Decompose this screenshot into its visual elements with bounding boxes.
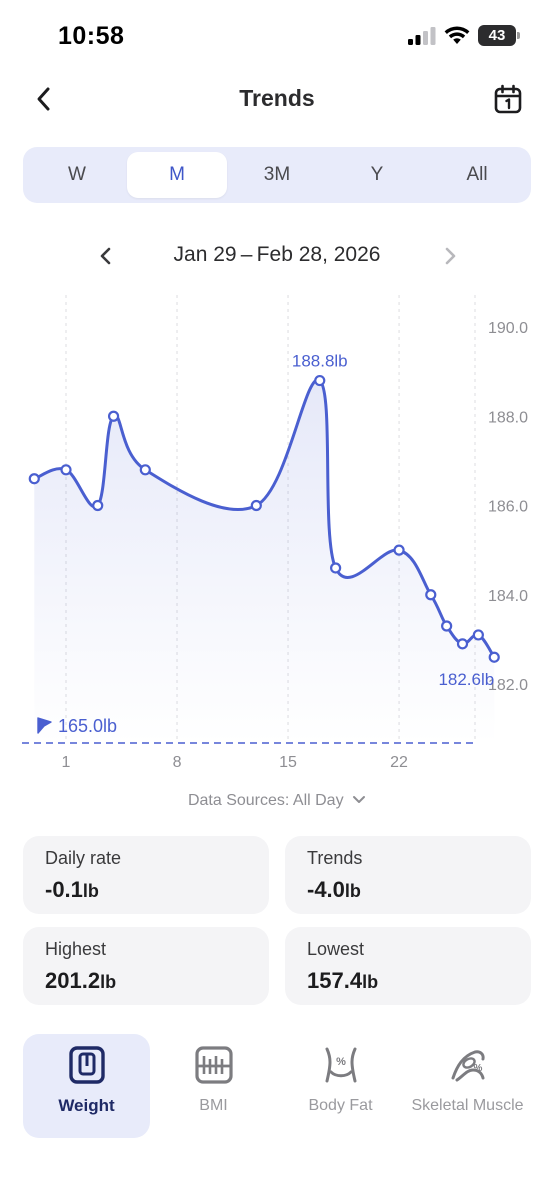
y-tick-label: 186.0	[488, 499, 528, 516]
trends-unit: lb	[344, 881, 361, 901]
segment-week[interactable]: W	[68, 164, 86, 185]
trends-value: -4.0lb	[307, 877, 509, 903]
tab-skeletal-muscle-label: Skeletal Muscle	[411, 1097, 524, 1114]
date-navigator: Jan 29 – Feb 28, 2026	[0, 238, 554, 276]
svg-text:%: %	[336, 1056, 346, 1068]
goal-label: 165.0lb	[58, 716, 117, 736]
daily-rate-number: -0.1	[45, 877, 83, 902]
x-tick-label: 8	[173, 754, 182, 771]
highest-value: 201.2lb	[45, 968, 247, 994]
data-point[interactable]	[488, 651, 500, 663]
svg-text:%: %	[473, 1063, 482, 1074]
metric-tabs: Weight BMI % Body Fat	[23, 1034, 531, 1140]
nav-bar: Trends	[0, 75, 554, 125]
data-point[interactable]	[60, 464, 72, 476]
calendar-icon	[494, 84, 522, 114]
data-point[interactable]	[250, 499, 262, 512]
y-tick-label: 188.0	[488, 409, 528, 426]
tab-weight[interactable]: Weight	[23, 1034, 150, 1138]
muscle-icon: %	[449, 1046, 487, 1084]
trends-card: Trends -4.0lb	[285, 836, 531, 914]
battery-level: 43	[488, 27, 506, 44]
trends-number: -4.0	[307, 877, 345, 902]
date-range-label: Jan 29 – Feb 28, 2026	[173, 243, 381, 266]
highest-unit: lb	[100, 972, 117, 992]
flag-icon	[37, 717, 52, 734]
tab-skeletal-muscle[interactable]: % Skeletal Muscle	[404, 1034, 531, 1138]
daily-rate-label: Daily rate	[45, 848, 122, 868]
data-point[interactable]	[139, 464, 151, 476]
status-icons: 43	[408, 25, 520, 46]
lowest-number: 157.4	[307, 968, 363, 993]
data-sources-dropdown[interactable]: Data Sources: All Day	[0, 792, 554, 810]
max-value-label: 188.8lb	[292, 352, 348, 371]
x-tick-label: 1	[62, 754, 71, 771]
data-point[interactable]	[425, 589, 437, 601]
data-point[interactable]	[393, 544, 405, 556]
data-point[interactable]	[92, 499, 104, 512]
data-point[interactable]	[28, 473, 40, 485]
tab-weight-label: Weight	[58, 1096, 115, 1115]
highest-label: Highest	[45, 939, 107, 959]
x-tick-label: 22	[390, 754, 408, 771]
scale-icon	[68, 1046, 106, 1084]
bmi-icon	[194, 1046, 233, 1084]
weight-trend-chart: 1 8 15 22 190.0 188.0 186.0 184.0 182.0 165.0lb 18…	[0, 285, 554, 785]
tab-bmi-label: BMI	[199, 1097, 228, 1114]
chevron-right-icon	[445, 247, 456, 265]
cellular-signal-icon	[408, 26, 436, 45]
x-tick-label: 15	[279, 754, 297, 771]
page-title: Trends	[239, 85, 315, 111]
chevron-down-icon	[352, 792, 366, 810]
status-bar: 10:58 43	[0, 0, 554, 70]
daily-rate-unit: lb	[82, 881, 99, 901]
daily-rate-value: -0.1lb	[45, 877, 247, 903]
data-point[interactable]	[456, 638, 469, 650]
weight-line-chart: 1 8 15 22 190.0 188.0 186.0 184.0 182.0 165.0lb 18…	[22, 295, 528, 771]
previous-period-button[interactable]	[92, 242, 120, 270]
calendar-button[interactable]	[490, 81, 526, 117]
data-point[interactable]	[107, 410, 120, 422]
body-fat-icon: %	[322, 1046, 360, 1084]
lowest-card: Lowest 157.4lb	[285, 927, 531, 1005]
daily-rate-card: Daily rate -0.1lb	[23, 836, 269, 914]
trend-line	[33, 378, 496, 659]
segment-3-months[interactable]: 3M	[263, 164, 291, 185]
back-button[interactable]	[26, 81, 62, 117]
segment-all[interactable]: All	[466, 164, 488, 185]
highest-number: 201.2	[45, 968, 101, 993]
chevron-left-icon	[100, 247, 111, 265]
battery-icon: 43	[478, 25, 520, 46]
tab-body-fat-label: Body Fat	[308, 1097, 373, 1114]
lowest-label: Lowest	[307, 939, 365, 959]
trends-label: Trends	[307, 848, 363, 868]
y-tick-label: 190.0	[488, 320, 528, 337]
y-tick-label: 184.0	[488, 588, 528, 605]
data-sources-label: Data Sources: All Day	[187, 792, 344, 810]
data-point[interactable]	[441, 620, 453, 632]
chevron-left-icon	[37, 87, 50, 111]
segment-year[interactable]: Y	[370, 164, 384, 185]
highest-card: Highest 201.2lb	[23, 927, 269, 1005]
y-tick-label: 182.0	[488, 677, 528, 694]
tab-bmi[interactable]: BMI	[150, 1034, 277, 1138]
data-point[interactable]	[314, 374, 326, 387]
wifi-icon	[444, 26, 470, 44]
status-time: 10:58	[58, 22, 125, 50]
last-value-label: 182.6lb	[438, 670, 494, 689]
tab-body-fat[interactable]: % Body Fat	[277, 1034, 404, 1138]
lowest-unit: lb	[362, 972, 379, 992]
trend-area-fill	[34, 379, 495, 743]
period-segmented-control: W M 3M Y All	[23, 147, 531, 203]
lowest-value: 157.4lb	[307, 968, 509, 994]
data-point[interactable]	[472, 629, 484, 641]
next-period-button[interactable]	[436, 242, 464, 270]
segment-month[interactable]: M	[127, 152, 227, 198]
data-point[interactable]	[330, 562, 342, 574]
